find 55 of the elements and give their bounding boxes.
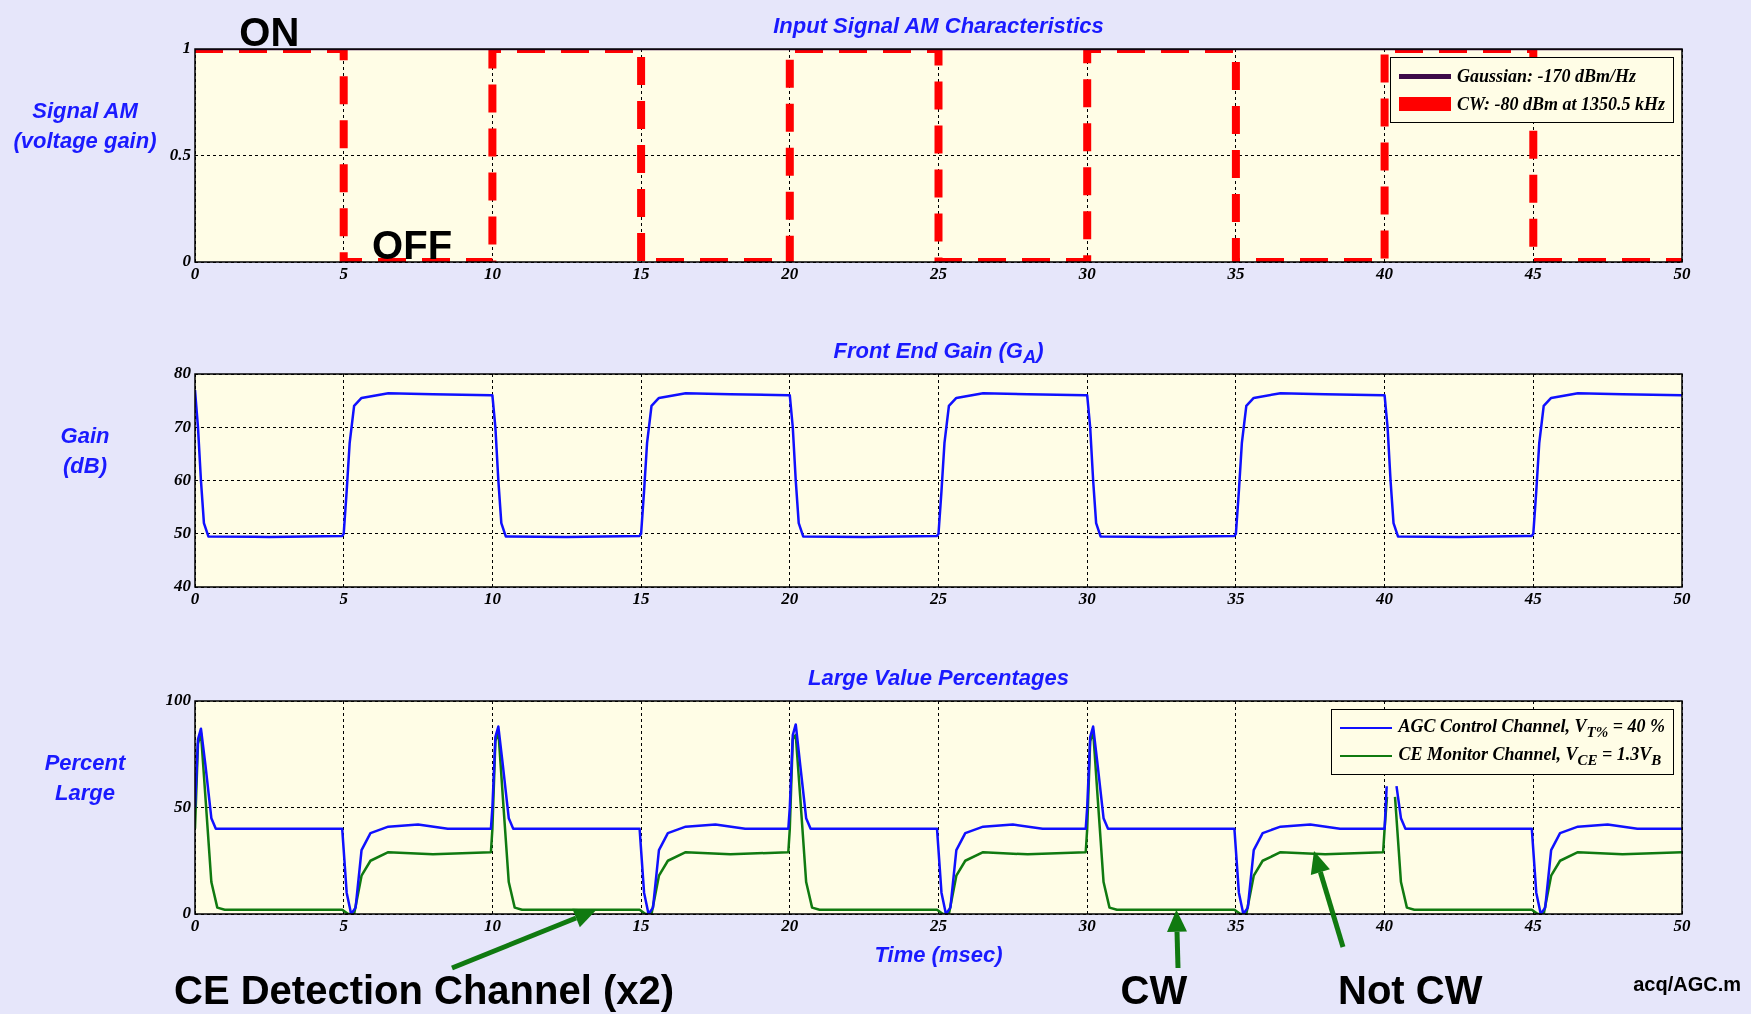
- x-tick-label: 30: [1077, 915, 1097, 935]
- x-tick-label: 10: [483, 588, 502, 608]
- x-tick-label: 35: [1226, 588, 1245, 608]
- x-tick-label: 40: [1375, 588, 1394, 608]
- annotation: CE Detection Channel (x2): [174, 968, 675, 1012]
- annotation: ON: [239, 10, 300, 54]
- x-tick-label: 50: [1673, 915, 1691, 935]
- x-tick-label: 10: [483, 915, 502, 935]
- y-tick-label: 0.5: [169, 144, 192, 164]
- x-tick-label: 45: [1523, 263, 1543, 283]
- y-tick-label: 100: [165, 690, 192, 710]
- y-axis-title: Signal AM (voltage gain): [12, 96, 158, 155]
- x-tick-label: 5: [339, 915, 349, 935]
- x-tick-label: 10: [483, 263, 502, 283]
- chart-title: Front End Gain (G$_{A}$): [832, 338, 1045, 369]
- x-tick-label: 15: [632, 588, 651, 608]
- text: Not CW: [1338, 968, 1483, 1012]
- legend-label: Gaussian: -170 dBm/Hz: [1456, 65, 1637, 87]
- x-axis-title: Time (msec): [873, 942, 1004, 968]
- y-tick-label: 50: [174, 523, 192, 543]
- x-tick-label: 35: [1226, 915, 1245, 935]
- x-tick-label: 45: [1523, 588, 1543, 608]
- x-tick-label: 35: [1226, 263, 1245, 283]
- y-tick-label: 60: [174, 469, 192, 489]
- y-tick-label: 70: [174, 416, 192, 436]
- legend-label: CW: -80 dBm at 1350.5 kHz: [1456, 93, 1665, 115]
- x-tick-label: 25: [929, 263, 948, 283]
- y-tick-label: 80: [174, 363, 192, 383]
- x-tick-label: 50: [1673, 588, 1691, 608]
- y-axis-title: Percent Large: [43, 748, 127, 807]
- x-tick-label: 50: [1673, 263, 1691, 283]
- chart-title: Input Signal AM Characteristics: [773, 13, 1104, 38]
- y-tick-label: 50: [174, 796, 192, 816]
- x-tick-label: 30: [1077, 263, 1097, 283]
- y-tick-label: 1: [182, 38, 191, 58]
- x-tick-label: 5: [339, 588, 349, 608]
- x-tick-label: 25: [929, 915, 948, 935]
- text: acq/AGC.m: [1633, 972, 1741, 997]
- annotation: OFF: [372, 223, 453, 267]
- x-tick-label: 20: [780, 263, 799, 283]
- x-tick-label: 20: [780, 588, 799, 608]
- chart-title: Large Value Percentages: [807, 665, 1070, 691]
- x-tick-label: 15: [632, 263, 651, 283]
- x-tick-label: 30: [1077, 588, 1097, 608]
- legend-label: AGC Control Channel, V$_{T%}$ = 40 %: [1398, 715, 1665, 741]
- x-tick-label: 40: [1375, 263, 1394, 283]
- x-tick-label: 5: [339, 263, 349, 283]
- x-tick-label: 20: [780, 915, 799, 935]
- x-tick-label: 25: [929, 588, 948, 608]
- annotation: CW: [1120, 968, 1188, 1012]
- legend-label: CE Monitor Channel, V$_{CE}$ = 1.3V$_{B}$: [1398, 743, 1662, 769]
- x-tick-label: 40: [1375, 915, 1394, 935]
- y-axis-title: Gain (dB): [59, 421, 111, 480]
- x-tick-label: 15: [632, 915, 651, 935]
- x-tick-label: 45: [1523, 915, 1543, 935]
